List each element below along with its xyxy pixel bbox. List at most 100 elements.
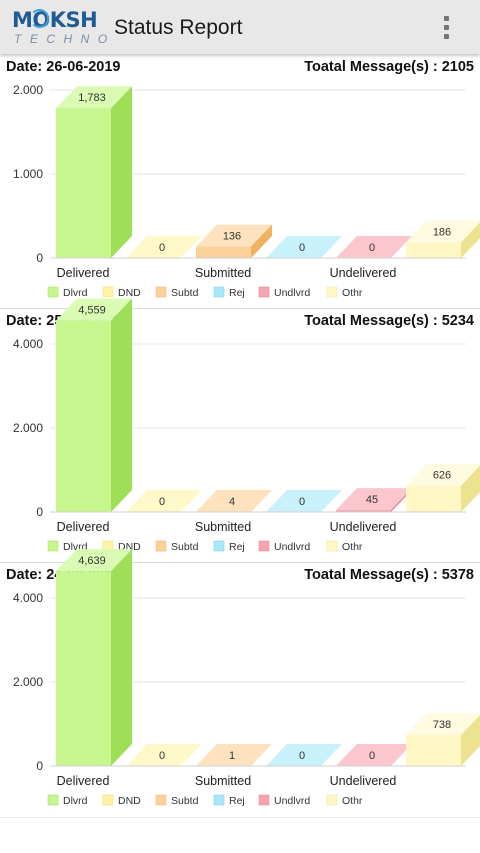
logo-wordmark: MOKSH — [12, 8, 98, 32]
report-total: Toatal Message(s) : 2105 — [304, 59, 474, 75]
y-tick-label: 4.000 — [13, 591, 43, 605]
legend-swatch — [155, 794, 167, 806]
legend-label: Subtd — [171, 287, 199, 299]
bar-front-face — [56, 108, 111, 258]
legend-label: Rej — [229, 795, 245, 807]
bar-top-face — [126, 236, 202, 258]
bar-value-label: 45 — [366, 494, 378, 506]
x-axis-label: Undelivered — [330, 266, 397, 280]
bar-top-face — [196, 489, 272, 512]
legend-label: Undlvrd — [274, 795, 310, 807]
bar-value-label: 738 — [433, 719, 451, 731]
report-section: Date: 25-06-2019 Toatal Message(s) : 523… — [0, 298, 480, 564]
bar-top-face — [406, 220, 480, 243]
bar-undlvrd: 45 — [336, 488, 412, 512]
bar-front-face — [406, 485, 461, 512]
bar-front-face — [56, 571, 111, 766]
legend-label: Othr — [342, 795, 363, 807]
bar-rej: 0 — [266, 490, 342, 512]
legend-label: DND — [118, 287, 141, 299]
bar-top-face — [126, 490, 202, 512]
bar-subtd: 1 — [196, 743, 272, 766]
bar-dnd: 0 — [126, 744, 202, 766]
status-chart: 0 2.000 4.000 4,559 0 4 0 45 626 Delivered Submitt… — [13, 298, 480, 553]
y-tick-label: 2.000 — [13, 675, 43, 689]
y-tick-label: 0 — [36, 251, 43, 265]
bar-top-face — [406, 713, 480, 736]
bar-undlvrd: 0 — [336, 744, 412, 766]
legend-swatch — [258, 286, 270, 298]
bar-dlvrd: 4,559 — [56, 298, 132, 512]
bar-rej: 0 — [266, 744, 342, 766]
legend-swatch — [155, 286, 167, 298]
legend-swatch — [258, 540, 270, 552]
legend-swatch — [326, 540, 338, 552]
legend-label: Undlvrd — [274, 541, 310, 553]
legend-label: DND — [118, 795, 141, 807]
bar-value-label: 0 — [299, 496, 305, 508]
report-total: Toatal Message(s) : 5234 — [304, 313, 474, 329]
bar-side-face — [251, 743, 272, 766]
bar-front-face — [406, 242, 461, 258]
x-axis-label: Delivered — [57, 266, 110, 280]
bar-side-face — [251, 489, 272, 512]
bar-value-label: 0 — [369, 750, 375, 762]
bar-side-face — [111, 86, 132, 258]
bar-othr: 738 — [406, 713, 480, 766]
report-date: Date: 26-06-2019 — [6, 59, 121, 75]
bar-side-face — [251, 224, 272, 258]
y-tick-label: 0 — [36, 759, 43, 773]
logo-ring-icon — [30, 9, 49, 28]
x-axis-label: Submitted — [195, 520, 251, 534]
legend-label: Othr — [342, 287, 363, 299]
bar-top-face — [266, 490, 342, 512]
report-section: Date: 24-06-2019 Toatal Message(s) : 537… — [0, 549, 480, 818]
page-title: Status Report — [114, 16, 243, 39]
bar-value-label: 136 — [223, 231, 241, 243]
legend-label: Subtd — [171, 541, 199, 553]
legend-swatch — [155, 540, 167, 552]
legend-label: Subtd — [171, 795, 199, 807]
legend-swatch — [213, 794, 225, 806]
bar-top-face — [266, 744, 342, 766]
bar-front-face — [196, 246, 251, 258]
x-axis-label: Submitted — [195, 774, 251, 788]
section-divider — [0, 817, 480, 818]
bar-value-label: 0 — [159, 496, 165, 508]
legend-label: Undlvrd — [274, 287, 310, 299]
x-axis-label: Submitted — [195, 266, 251, 280]
y-tick-label: 2.000 — [13, 421, 43, 435]
bar-side-face — [461, 222, 480, 258]
bar-value-label: 626 — [433, 470, 451, 482]
x-axis-label: Delivered — [57, 520, 110, 534]
bar-side-face — [461, 465, 480, 512]
legend-swatch — [47, 286, 59, 298]
bar-top-face — [56, 549, 132, 572]
bar-front-face — [336, 510, 391, 512]
bar-value-label: 4 — [229, 496, 235, 508]
legend-swatch — [47, 540, 59, 552]
y-tick-label: 4.000 — [13, 337, 43, 351]
legend-label: Dlvrd — [63, 287, 88, 299]
legend-swatch — [326, 286, 338, 298]
x-axis-label: Undelivered — [330, 774, 397, 788]
section-divider — [0, 308, 480, 309]
bar-subtd: 4 — [196, 489, 272, 512]
bar-top-face — [336, 488, 412, 511]
bar-top-face — [266, 236, 342, 258]
legend-swatch — [258, 794, 270, 806]
bar-top-face — [406, 463, 480, 486]
bar-top-face — [56, 298, 132, 321]
bar-value-label: 0 — [299, 242, 305, 254]
logo-subtitle: TECHNO — [14, 32, 116, 46]
bar-front-face — [406, 735, 461, 766]
bar-undlvrd: 0 — [336, 236, 412, 258]
app-bar: MOKSH TECHNO Status Report — [0, 0, 480, 54]
overflow-menu-icon[interactable] — [436, 14, 458, 42]
bar-rej: 0 — [266, 236, 342, 258]
x-axis-label: Undelivered — [330, 520, 397, 534]
legend-swatch — [102, 286, 114, 298]
moksh-techno-logo: MOKSH TECHNO — [12, 8, 112, 48]
status-chart: 0 1.000 2.000 1,783 0 136 0 0 186 Delivered Submit… — [13, 83, 480, 299]
bar-value-label: 0 — [159, 750, 165, 762]
